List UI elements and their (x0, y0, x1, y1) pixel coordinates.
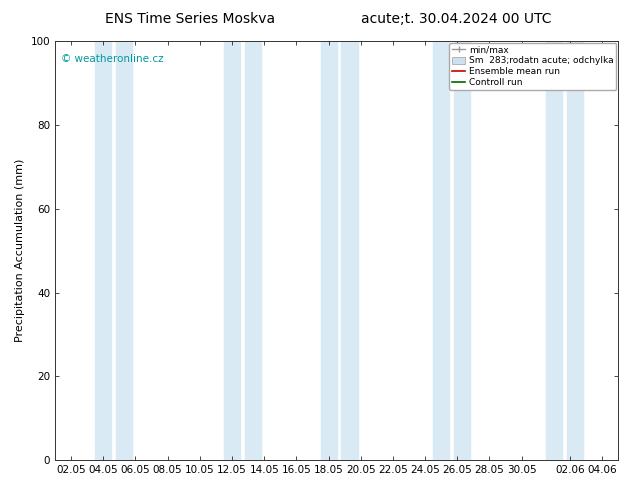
Bar (116, 41, 133, 460)
Bar (433, 41, 450, 460)
Bar (321, 41, 337, 460)
Bar (546, 41, 562, 460)
Bar (567, 41, 583, 460)
Text: © weatheronline.cz: © weatheronline.cz (61, 53, 164, 64)
Bar (454, 41, 470, 460)
Bar (342, 41, 358, 460)
Legend: min/max, Sm  283;rodatn acute; odchylka, Ensemble mean run, Controll run: min/max, Sm 283;rodatn acute; odchylka, … (450, 43, 616, 90)
Bar (224, 41, 240, 460)
Bar (245, 41, 261, 460)
Text: acute;t. 30.04.2024 00 UTC: acute;t. 30.04.2024 00 UTC (361, 12, 552, 26)
Y-axis label: Precipitation Accumulation (mm): Precipitation Accumulation (mm) (15, 159, 25, 343)
Bar (95, 41, 112, 460)
Text: ENS Time Series Moskva: ENS Time Series Moskva (105, 12, 275, 26)
